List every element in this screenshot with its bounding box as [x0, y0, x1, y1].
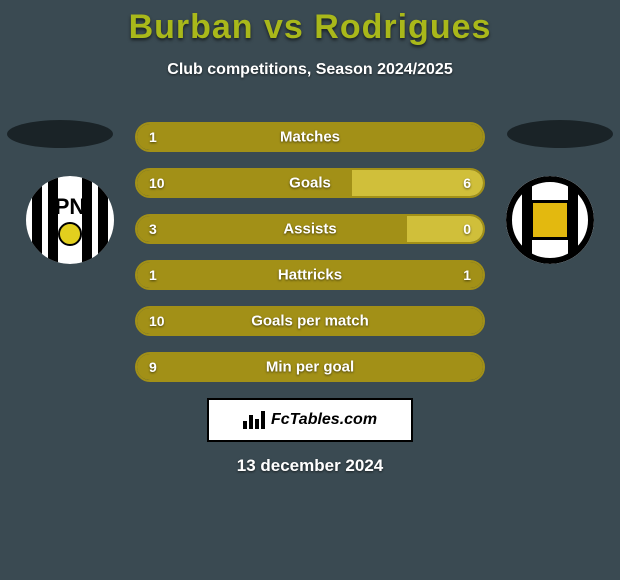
page-title: Burban vs Rodrigues — [0, 0, 620, 47]
left-shadow-ellipse — [7, 120, 113, 148]
stat-bars: Matches1Goals106Assists30Hattricks11Goal… — [135, 122, 485, 398]
bar-goals-per-match: Goals per match10 — [135, 306, 485, 336]
bar-assists-right-value: 0 — [463, 221, 471, 237]
bar-hattricks-right-value: 1 — [463, 267, 471, 283]
bar-goals-per-match-left-value: 10 — [149, 313, 165, 329]
right-shadow-ellipse — [507, 120, 613, 148]
bar-assists-left-value: 3 — [149, 221, 157, 237]
right-badge-core — [530, 200, 570, 240]
bar-matches-label: Matches — [137, 129, 483, 146]
bar-hattricks: Hattricks1 1 — [135, 260, 485, 290]
bar-min-per-goal-label: Min per goal — [137, 359, 483, 376]
bar-chart-icon — [243, 411, 265, 429]
bar-matches-left-value: 1 — [149, 129, 157, 145]
bar-assists: Assists3 0 — [135, 214, 485, 244]
right-badge-circle — [506, 176, 594, 264]
fctables-watermark: FcTables.com — [207, 398, 413, 442]
bar-goals: Goals10 6 — [135, 168, 485, 198]
bar-assists-label: Assists — [137, 221, 483, 238]
bar-hattricks-left-value: 1 — [149, 267, 157, 283]
bar-min-per-goal: Min per goal9 — [135, 352, 485, 382]
left-badge-text: PN — [55, 194, 86, 220]
ball-icon — [58, 222, 82, 246]
comparison-card: Burban vs Rodrigues Club competitions, S… — [0, 0, 620, 580]
bar-hattricks-label: Hattricks — [137, 267, 483, 284]
left-badge-circle: PN — [26, 176, 114, 264]
bar-goals-per-match-label: Goals per match — [137, 313, 483, 330]
bar-min-per-goal-left-value: 9 — [149, 359, 157, 375]
bar-goals-left-value: 10 — [149, 175, 165, 191]
right-team-badge — [500, 176, 600, 264]
left-team-badge: PN — [20, 176, 120, 264]
watermark-text: FcTables.com — [271, 411, 377, 429]
bar-goals-label: Goals — [137, 175, 483, 192]
bar-matches: Matches1 — [135, 122, 485, 152]
date-label: 13 december 2024 — [0, 456, 620, 476]
subtitle: Club competitions, Season 2024/2025 — [0, 61, 620, 79]
bar-goals-right-value: 6 — [463, 175, 471, 191]
